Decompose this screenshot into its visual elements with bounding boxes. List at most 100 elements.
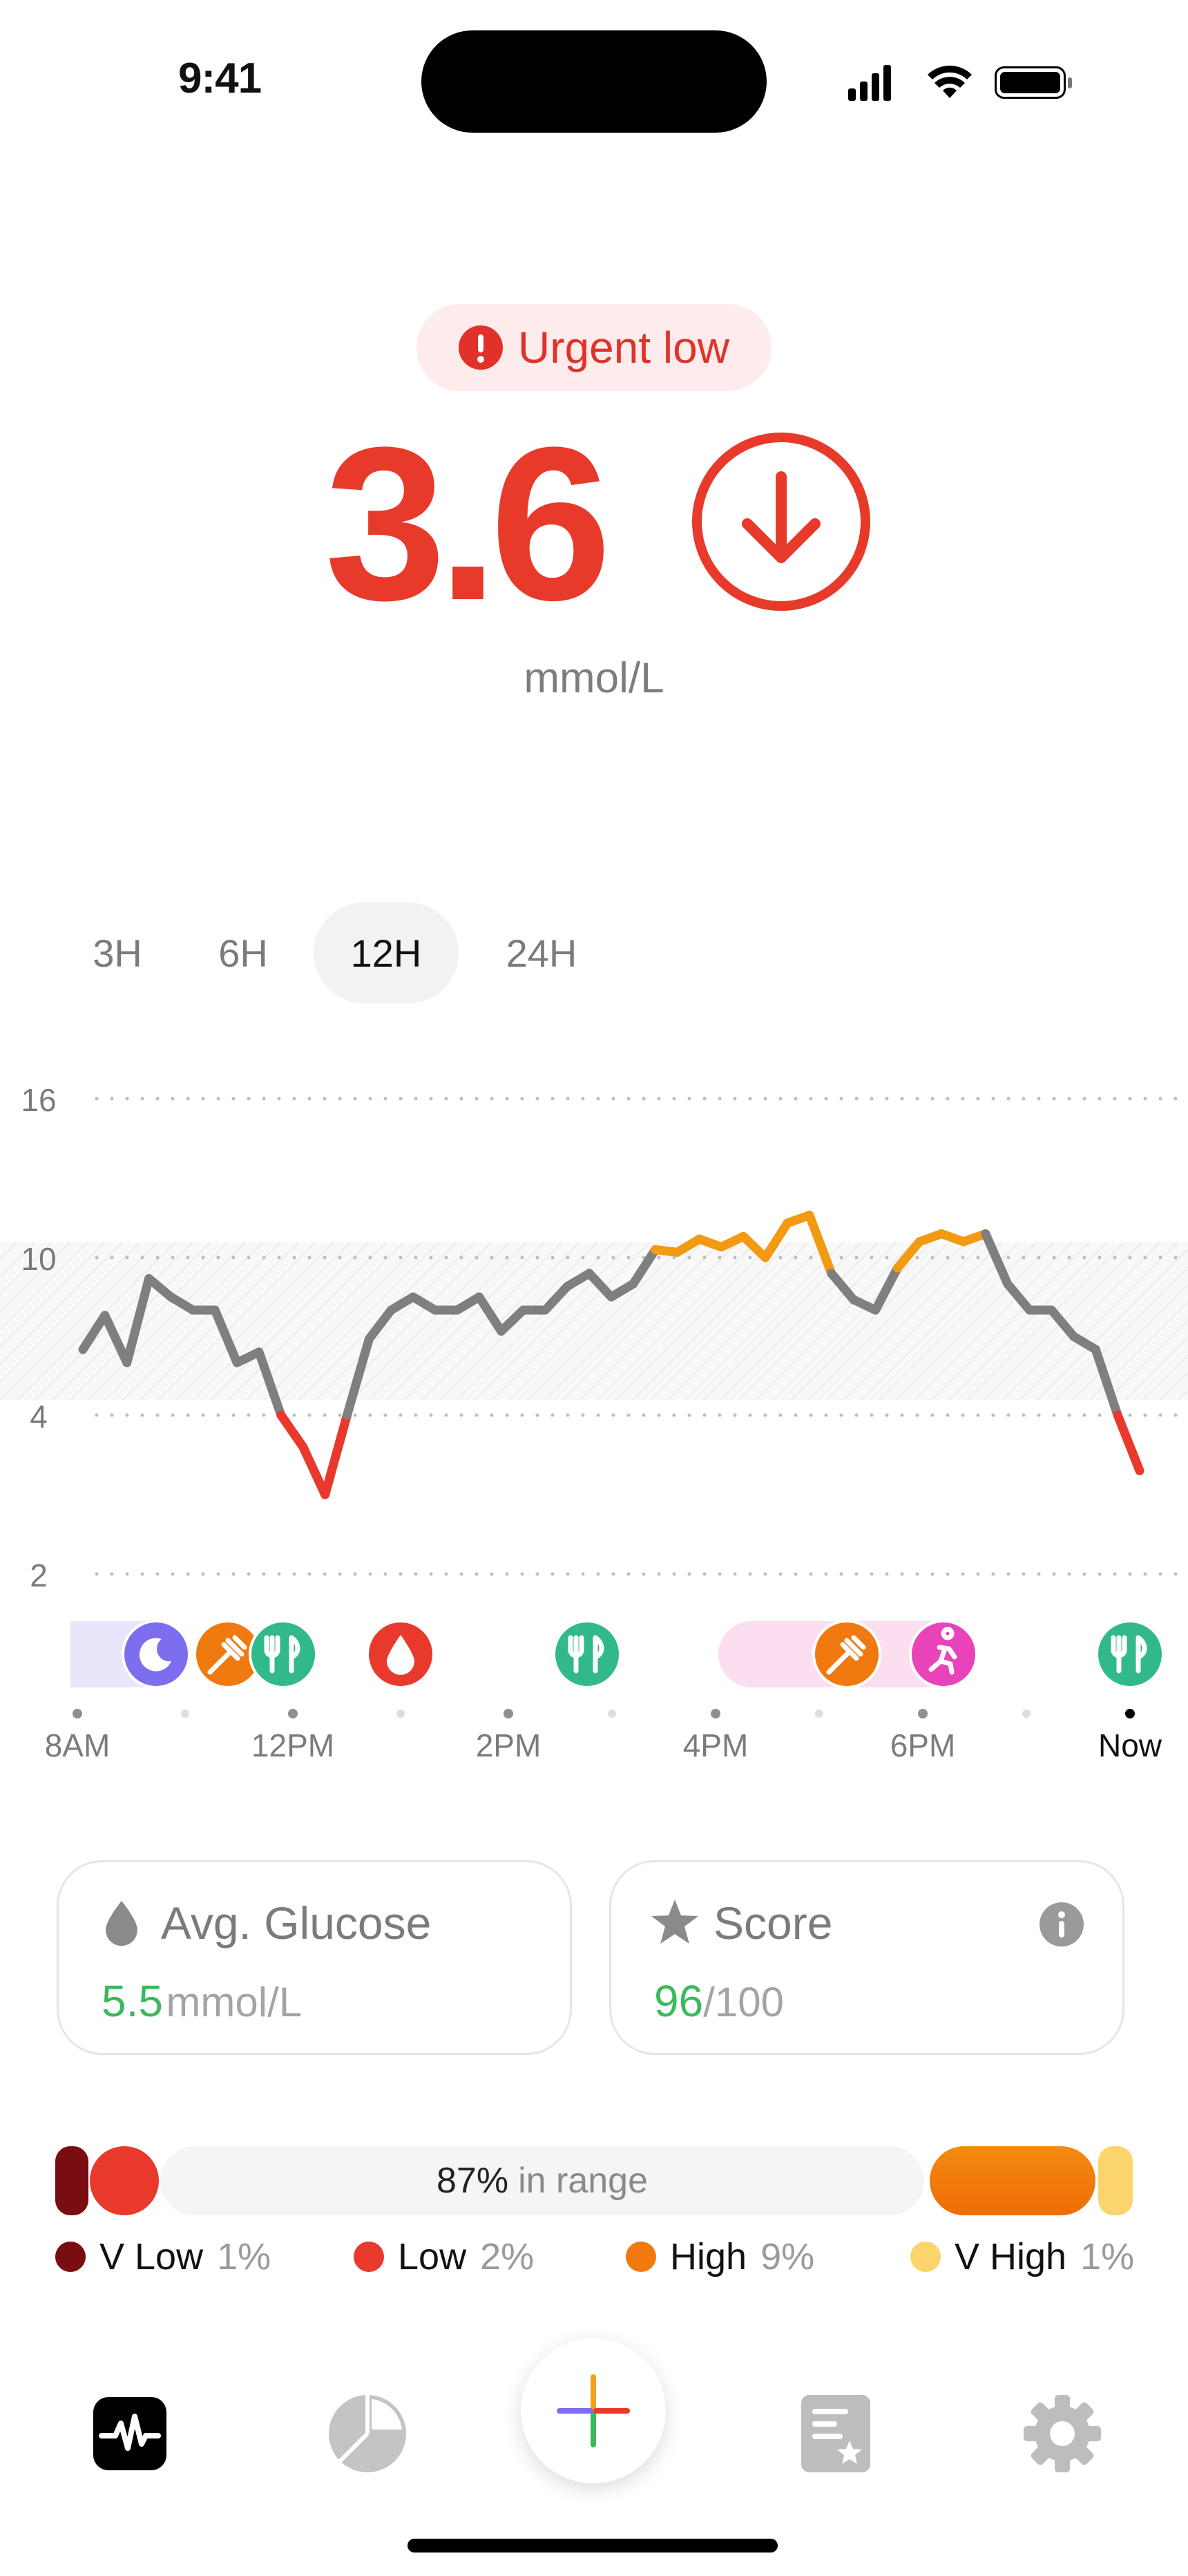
x-minor-dot (815, 1710, 823, 1718)
score-unit: /100 (703, 1979, 784, 2025)
event-marker (553, 1620, 622, 1689)
add-entry-button[interactable] (521, 2338, 666, 2483)
glucose-line-segment (100, 1311, 132, 1367)
x-tick-label: 4PM (683, 1727, 749, 1763)
x-minor-dot (181, 1710, 189, 1718)
event-icon-glyph (207, 1635, 247, 1675)
chart-grid: 16 10 4 2 (0, 1082, 1188, 1593)
nav-activity[interactable] (82, 2385, 178, 2482)
dynamic-island (421, 30, 767, 133)
very-high-segment (1098, 2146, 1133, 2215)
legend-name: V Low (99, 2236, 204, 2277)
in-range-percent: 87% (437, 2161, 509, 2201)
x-tick-dot (73, 1709, 82, 1718)
x-tick-dot (504, 1709, 513, 1718)
drop-icon (106, 1901, 137, 1946)
time-in-range-bar[interactable]: 87% in range (55, 2146, 1133, 2215)
legend-pct: 1% (1080, 2236, 1135, 2277)
event-icon-glyph (1111, 1635, 1147, 1674)
glucose-line-segment (892, 1237, 924, 1273)
glucose-line-segment (827, 1269, 859, 1305)
glucose-line-segment (738, 1231, 770, 1262)
tab-12h[interactable]: 12H (314, 902, 459, 1003)
event-icon-glyph (387, 1635, 414, 1675)
glucose-line-segment (122, 1273, 154, 1367)
event-icon-glyph (826, 1635, 866, 1675)
legend-low: Low 2% (354, 2236, 534, 2277)
legend-very-low: V Low 1% (55, 2236, 271, 2277)
legend-dot (354, 2242, 384, 2272)
glucose-line-segment (805, 1211, 836, 1278)
glucose-line-segment (320, 1410, 352, 1499)
glucose-line-segment (298, 1442, 330, 1499)
glucose-line-segment (1091, 1345, 1122, 1420)
glucose-line-segment (871, 1263, 902, 1315)
score-title: Score (713, 1897, 833, 1949)
nav-logbook[interactable] (787, 2385, 884, 2482)
glucose-line-segment (540, 1282, 572, 1315)
event-icon-glyph (139, 1638, 171, 1671)
nav-settings[interactable] (1014, 2385, 1111, 2482)
target-range-band (0, 1242, 1188, 1400)
event-marker (249, 1620, 318, 1689)
info-icon[interactable] (1040, 1902, 1084, 1947)
x-tick-dot (288, 1709, 298, 1718)
in-range-label: in range (518, 2161, 648, 2201)
legend-pct: 1% (217, 2236, 271, 2277)
exercise-icon (909, 1620, 978, 1689)
y-tick-label: 16 (21, 1082, 56, 1118)
glucose-line-segment (981, 1229, 1013, 1289)
home-indicator (408, 2539, 778, 2553)
legend-name: V High (955, 2236, 1067, 2277)
event-icon-glyph (568, 1635, 604, 1674)
urgent-low-label: Urgent low (518, 323, 729, 372)
status-icons (848, 65, 1072, 101)
x-tick-label: 6PM (890, 1727, 956, 1763)
x-tick-label: 2PM (476, 1727, 542, 1763)
signal-icon (848, 65, 891, 101)
glucose-line-segment (144, 1273, 175, 1302)
glucose-line-segment (343, 1334, 374, 1420)
legend-high: High 9% (626, 2236, 814, 2277)
event-marker (1095, 1620, 1165, 1689)
avg-glucose-card[interactable]: Avg. Glucose 5.5 mmol/L (57, 1860, 572, 2055)
glucose-line-segment (760, 1218, 792, 1262)
x-minor-dot (396, 1710, 405, 1718)
legend-pct: 2% (480, 2236, 535, 2277)
meal-icon (1095, 1620, 1165, 1689)
insulin-icon (812, 1620, 881, 1689)
event-icon-glyph (928, 1627, 957, 1675)
score-card[interactable]: Score 96/100 (609, 1860, 1124, 2055)
legend-name: Low (398, 2236, 467, 2277)
glucose-line-segment (210, 1305, 242, 1367)
event-markers (70, 1620, 1165, 1689)
trend-down-arrow-icon (692, 433, 870, 611)
x-tick-dot (918, 1709, 928, 1718)
chart-line (78, 1211, 1144, 1499)
glucose-line-segment (276, 1410, 308, 1452)
glucose-line-segment (475, 1292, 506, 1336)
event-icon-glyph (264, 1635, 300, 1674)
legend-pct: 9% (760, 2236, 815, 2277)
star-icon (651, 1900, 698, 1944)
legend-dot (626, 2242, 656, 2272)
tab-3h[interactable]: 3H (93, 931, 142, 975)
glucose-line-segment (1047, 1305, 1078, 1341)
x-tick-label: 12PM (251, 1727, 334, 1763)
tab-6h[interactable]: 6H (218, 931, 268, 975)
x-minor-dot (1022, 1710, 1031, 1718)
y-tick-label: 10 (21, 1241, 56, 1277)
activity-icon (93, 2397, 166, 2470)
glucose-line-segment (584, 1269, 616, 1302)
score-value: 96 (654, 1976, 704, 2026)
reading-unit: mmol/L (524, 654, 664, 702)
nav-reports[interactable] (319, 2385, 416, 2482)
add-icon (557, 2374, 630, 2447)
glucose-line-segment (1113, 1410, 1144, 1475)
battery-icon (995, 66, 1072, 99)
tab-24h[interactable]: 24H (506, 931, 577, 975)
urgent-low-badge: Urgent low (416, 304, 772, 391)
legend-dot (55, 2242, 86, 2272)
status-time: 9:41 (178, 55, 262, 102)
glucose-line-segment (629, 1245, 660, 1289)
